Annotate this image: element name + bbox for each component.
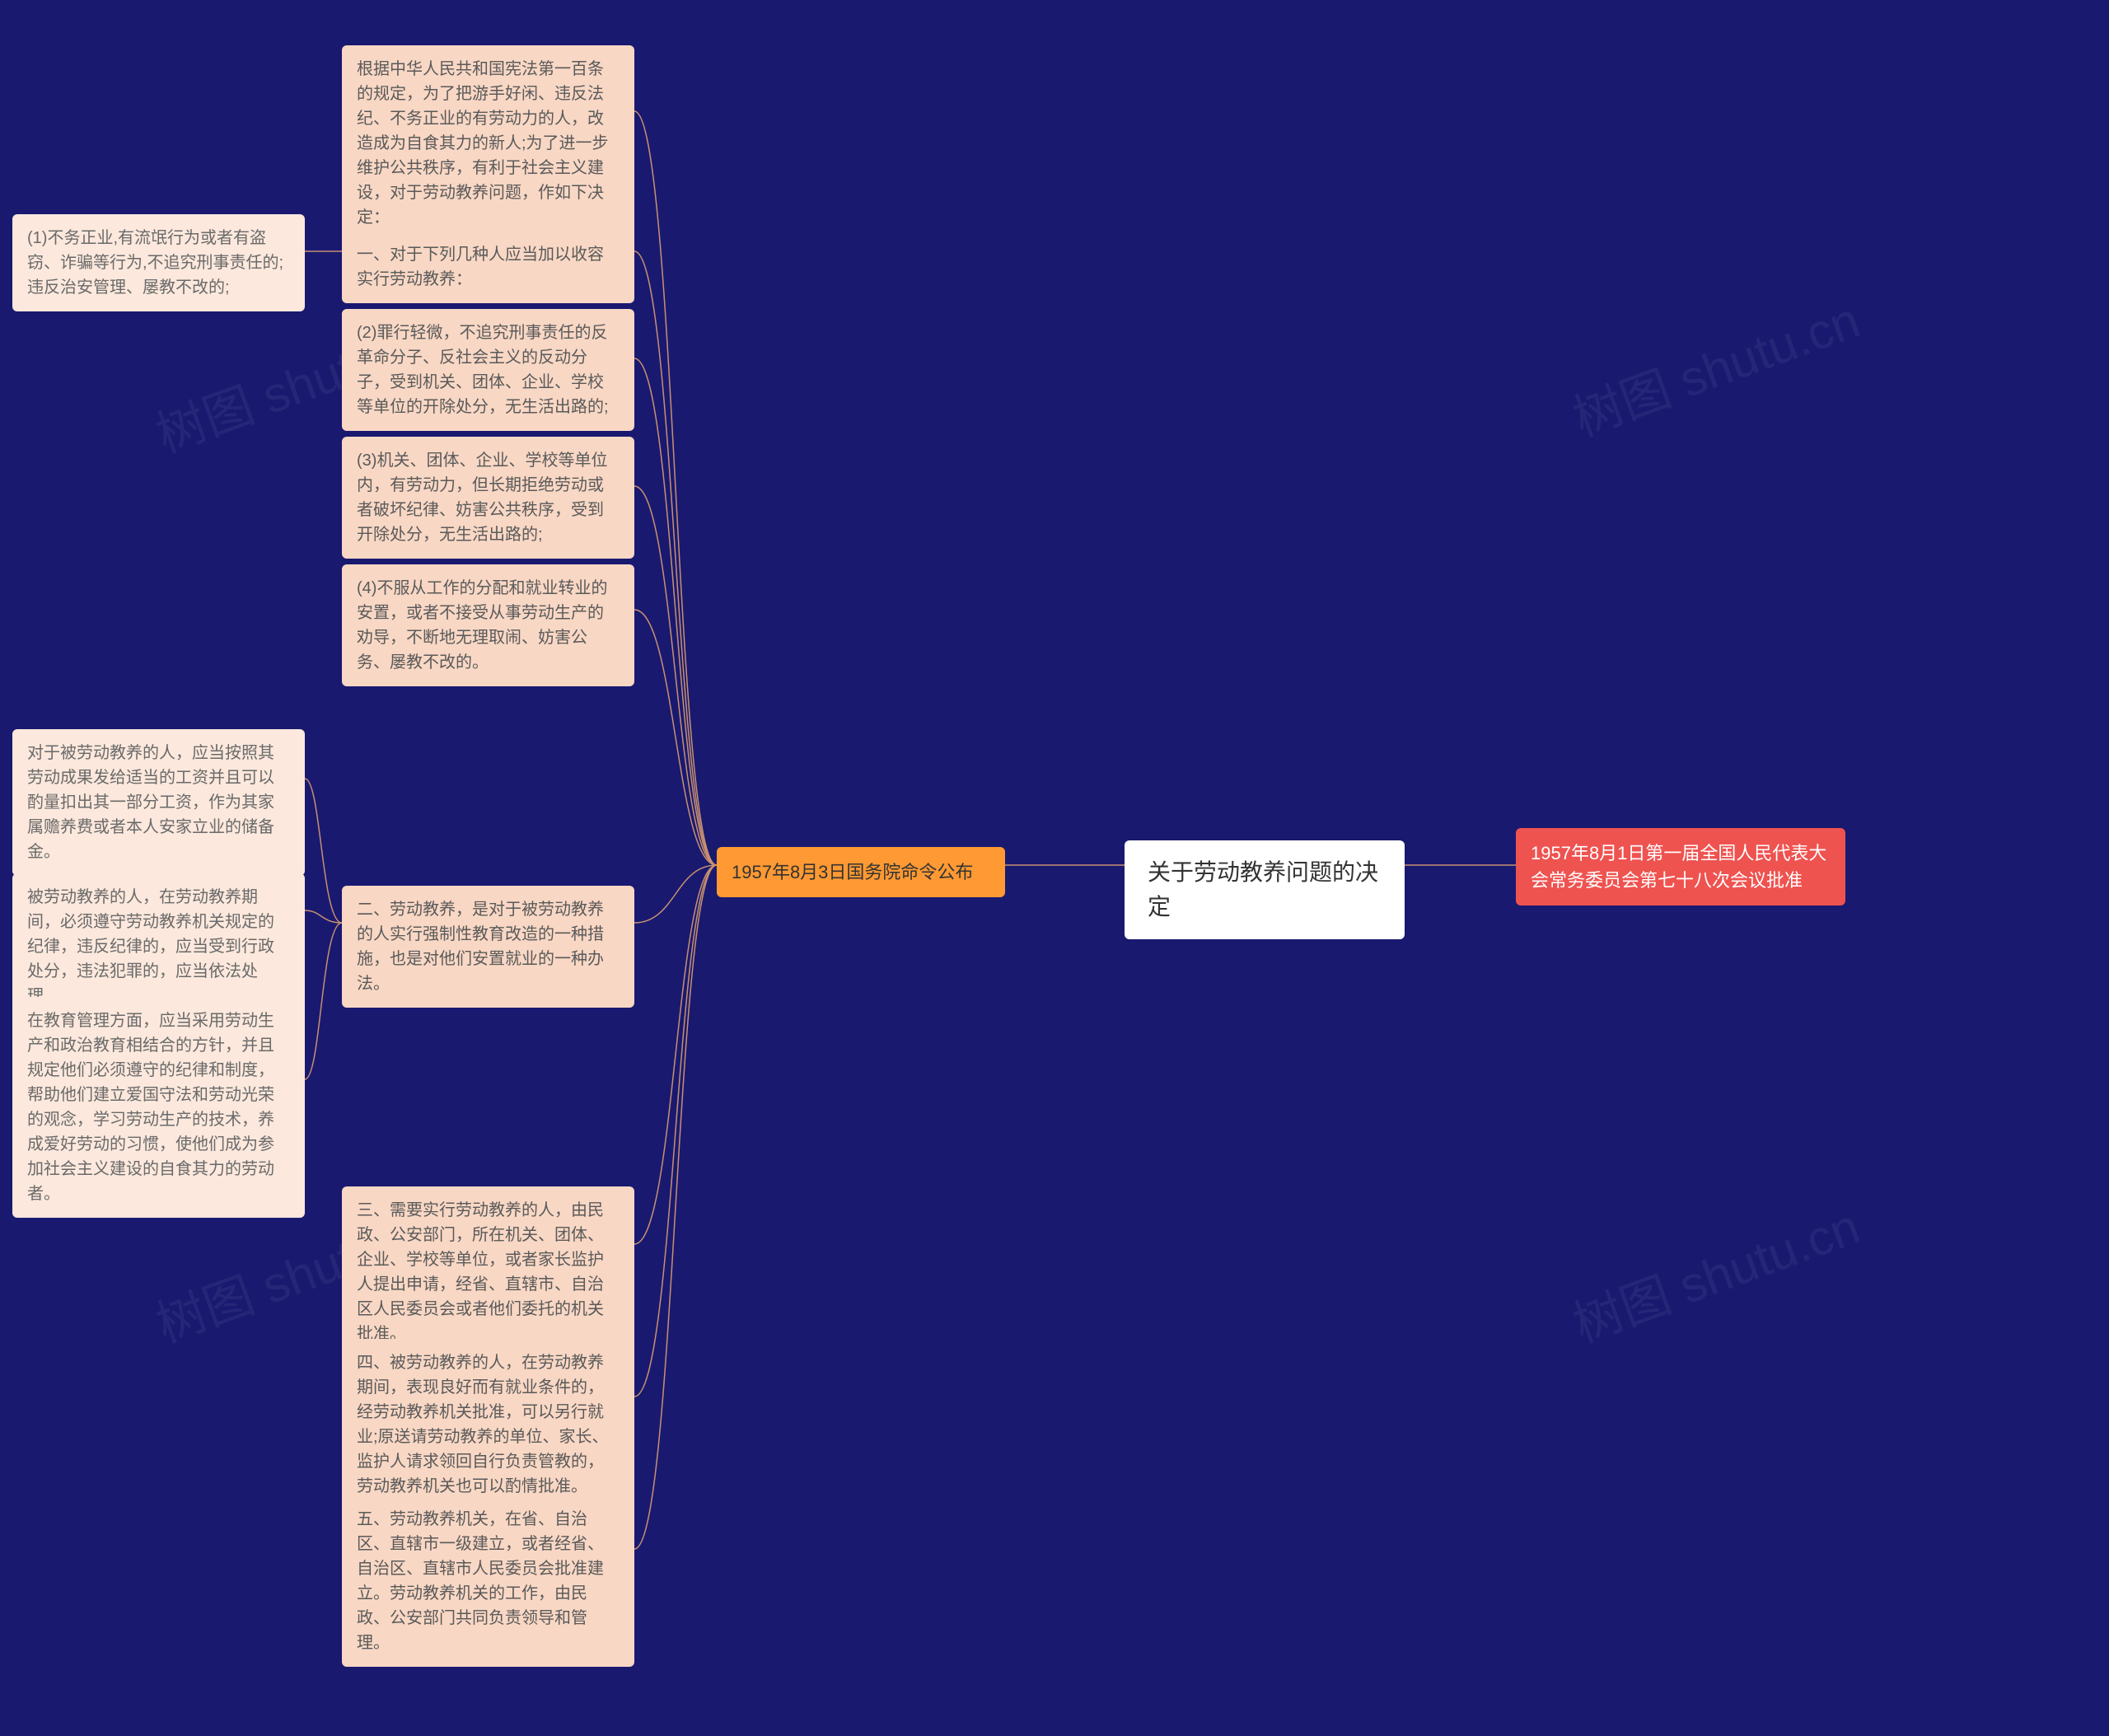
node-section-1c[interactable]: (3)机关、团体、企业、学校等单位内，有劳动力，但长期拒绝劳动或者破坏纪律、妨害… xyxy=(342,437,634,559)
node-section-1[interactable]: 一、对于下列几种人应当加以收容实行劳动教养： xyxy=(342,231,634,303)
node-section-1b[interactable]: (2)罪行轻微，不追究刑事责任的反革命分子、反社会主义的反动分子，受到机关、团体… xyxy=(342,309,634,431)
node-section-4[interactable]: 四、被劳动教养的人，在劳动教养期间，表现良好而有就业条件的，经劳动教养机关批准，… xyxy=(342,1339,634,1510)
watermark: 树图 shutu.cn xyxy=(1562,280,1868,450)
node-section-2[interactable]: 二、劳动教养，是对于被劳动教养的人实行强制性教育改造的一种措施，也是对他们安置就… xyxy=(342,886,634,1008)
center-node[interactable]: 关于劳动教养问题的决定 xyxy=(1125,840,1405,939)
node-section-1a[interactable]: (1)不务正业,有流氓行为或者有盗窃、诈骗等行为,不追究刑事责任的;违反治安管理… xyxy=(12,214,305,311)
right-branch-approval[interactable]: 1957年8月1日第一届全国人民代表大会常务委员会第七十八次会议批准 xyxy=(1516,828,1845,905)
node-section-3[interactable]: 三、需要实行劳动教养的人，由民政、公安部门，所在机关、团体、企业、学校等单位，或… xyxy=(342,1186,634,1358)
node-section-2a[interactable]: 对于被劳动教养的人，应当按照其劳动成果发给适当的工资并且可以酌量扣出其一部分工资… xyxy=(12,729,305,876)
node-section-5[interactable]: 五、劳动教养机关，在省、自治区、直辖市一级建立，或者经省、自治区、直辖市人民委员… xyxy=(342,1495,634,1667)
node-section-2c[interactable]: 在教育管理方面，应当采用劳动生产和政治教育相结合的方针，并且规定他们必须遵守的纪… xyxy=(12,997,305,1218)
left-branch-publish[interactable]: 1957年8月3日国务院命令公布 xyxy=(717,847,1005,897)
node-section-1d[interactable]: (4)不服从工作的分配和就业转业的安置，或者不接受从事劳动生产的劝导，不断地无理… xyxy=(342,564,634,686)
node-preamble[interactable]: 根据中华人民共和国宪法第一百条的规定，为了把游手好闲、违反法纪、不务正业的有劳动… xyxy=(342,45,634,241)
watermark: 树图 shutu.cn xyxy=(1562,1186,1868,1356)
